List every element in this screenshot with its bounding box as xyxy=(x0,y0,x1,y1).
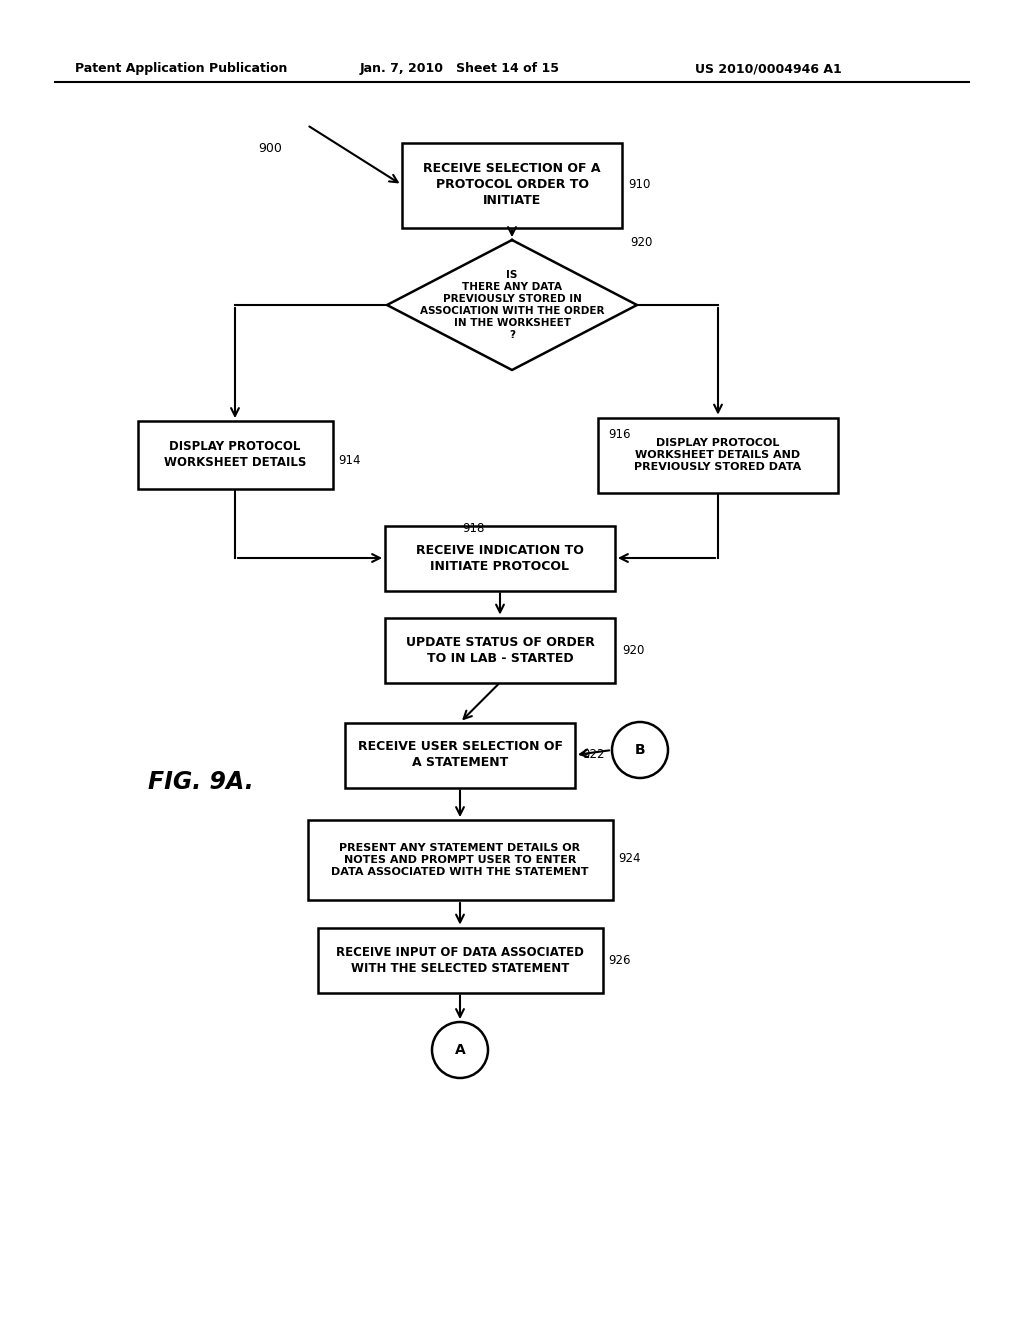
Bar xyxy=(598,417,838,492)
Text: RECEIVE SELECTION OF A
PROTOCOL ORDER TO
INITIATE: RECEIVE SELECTION OF A PROTOCOL ORDER TO… xyxy=(423,162,601,207)
Text: 920: 920 xyxy=(622,644,644,656)
Bar xyxy=(317,928,602,993)
Text: 916: 916 xyxy=(608,429,631,441)
Text: DISPLAY PROTOCOL
WORKSHEET DETAILS: DISPLAY PROTOCOL WORKSHEET DETAILS xyxy=(164,441,306,470)
Text: 920: 920 xyxy=(630,236,652,249)
Text: Patent Application Publication: Patent Application Publication xyxy=(75,62,288,75)
Text: 926: 926 xyxy=(608,953,631,966)
Text: 918: 918 xyxy=(463,521,485,535)
Bar xyxy=(402,143,622,227)
Polygon shape xyxy=(387,240,637,370)
Text: A: A xyxy=(455,1043,465,1057)
Bar xyxy=(137,421,333,488)
Text: 924: 924 xyxy=(618,851,640,865)
Text: RECEIVE INPUT OF DATA ASSOCIATED
WITH THE SELECTED STATEMENT: RECEIVE INPUT OF DATA ASSOCIATED WITH TH… xyxy=(336,945,584,974)
Text: 910: 910 xyxy=(628,178,650,191)
Text: RECEIVE INDICATION TO
INITIATE PROTOCOL: RECEIVE INDICATION TO INITIATE PROTOCOL xyxy=(416,544,584,573)
Text: Jan. 7, 2010   Sheet 14 of 15: Jan. 7, 2010 Sheet 14 of 15 xyxy=(360,62,560,75)
Bar xyxy=(385,525,615,590)
Text: PRESENT ANY STATEMENT DETAILS OR
NOTES AND PROMPT USER TO ENTER
DATA ASSOCIATED : PRESENT ANY STATEMENT DETAILS OR NOTES A… xyxy=(331,842,589,878)
Text: US 2010/0004946 A1: US 2010/0004946 A1 xyxy=(695,62,842,75)
Text: 914: 914 xyxy=(338,454,360,466)
Text: B: B xyxy=(635,743,645,756)
Text: 922: 922 xyxy=(582,748,604,762)
Bar xyxy=(345,722,575,788)
Bar xyxy=(307,820,612,900)
Text: IS
THERE ANY DATA
PREVIOUSLY STORED IN
ASSOCIATION WITH THE ORDER
IN THE WORKSHE: IS THERE ANY DATA PREVIOUSLY STORED IN A… xyxy=(420,271,604,341)
Text: RECEIVE USER SELECTION OF
A STATEMENT: RECEIVE USER SELECTION OF A STATEMENT xyxy=(357,741,562,770)
Text: UPDATE STATUS OF ORDER
TO IN LAB - STARTED: UPDATE STATUS OF ORDER TO IN LAB - START… xyxy=(406,635,595,664)
Text: DISPLAY PROTOCOL
WORKSHEET DETAILS AND
PREVIOUSLY STORED DATA: DISPLAY PROTOCOL WORKSHEET DETAILS AND P… xyxy=(635,438,802,473)
Text: 900: 900 xyxy=(258,141,282,154)
Bar xyxy=(385,618,615,682)
Text: FIG. 9A.: FIG. 9A. xyxy=(148,770,254,795)
